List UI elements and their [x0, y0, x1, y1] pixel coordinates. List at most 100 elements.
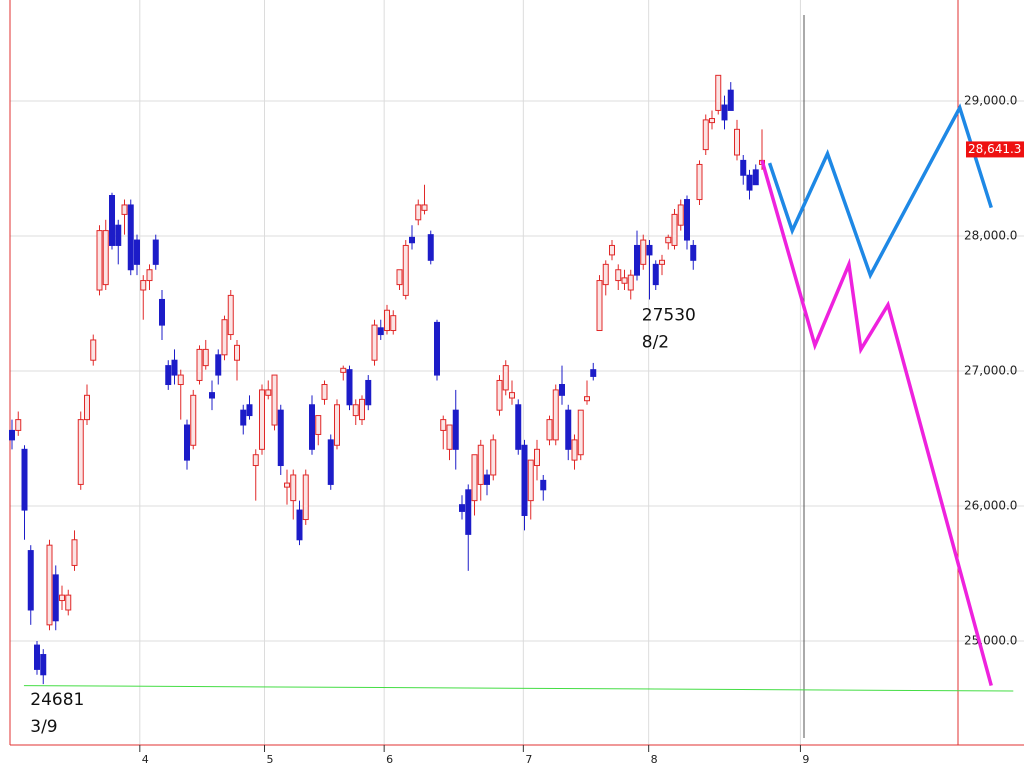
candle-body: [571, 439, 578, 461]
candle-body: [165, 365, 172, 386]
candle-body: [190, 394, 197, 446]
candle-body: [334, 404, 340, 446]
x-tick-label: 8: [651, 753, 658, 766]
candle-body: [502, 365, 509, 391]
candle-body: [346, 369, 353, 406]
candle-body: [290, 474, 297, 502]
candle-body: [221, 319, 228, 356]
annotation-date: 3/9: [30, 717, 57, 737]
candle-body: [509, 392, 515, 399]
candle-body: [146, 269, 153, 282]
candle-body: [690, 244, 697, 261]
candle-body: [34, 644, 40, 670]
candle-body: [227, 294, 234, 336]
candle-body: [465, 489, 472, 535]
candle-body: [421, 204, 428, 211]
series-line: [767, 103, 993, 280]
candle-body: [121, 204, 128, 215]
candle-body: [96, 230, 103, 291]
x-tick-label: 4: [142, 753, 149, 766]
candle-body: [59, 594, 65, 602]
x-tick-label: 6: [386, 753, 393, 766]
candle-body: [684, 199, 690, 241]
candle-body: [752, 169, 759, 186]
candle-body: [627, 274, 634, 291]
candle-body: [140, 280, 147, 291]
candle-body: [709, 118, 715, 124]
candle-body: [459, 504, 465, 512]
candle-body: [427, 234, 434, 261]
candle-body: [371, 324, 378, 361]
candle-body: [527, 459, 534, 502]
candle-body: [402, 244, 409, 296]
candle-body: [715, 74, 722, 111]
candle-body: [434, 321, 440, 376]
last-price-label: 28,641.3: [968, 142, 1021, 156]
y-tick-label: 27,000.0: [964, 364, 1017, 378]
candle-body: [196, 348, 203, 381]
candle-body: [9, 429, 15, 441]
candle-body: [746, 174, 753, 191]
candle-body: [521, 444, 528, 516]
candle-body: [171, 359, 178, 376]
candle-body: [77, 419, 84, 485]
candle-body: [15, 419, 22, 431]
candle-body: [252, 454, 259, 467]
candle-body: [415, 204, 422, 221]
candle-body: [152, 239, 159, 265]
annotation-value: 27530: [642, 305, 696, 325]
candle-body: [177, 374, 184, 386]
candle-body: [234, 344, 240, 361]
candle-body: [71, 539, 78, 566]
candle-body: [584, 396, 590, 402]
candle-body: [702, 119, 709, 151]
candle-body: [590, 369, 597, 377]
candle-body: [552, 389, 559, 441]
candle-body: [384, 309, 390, 332]
candle-body: [277, 409, 284, 467]
candle-body: [396, 269, 403, 286]
candle-body: [215, 354, 222, 376]
candle-body: [240, 409, 247, 426]
candle-body: [496, 379, 503, 411]
candle-body: [65, 594, 72, 611]
candle-body: [309, 404, 315, 450]
candle-body: [659, 259, 665, 265]
candle-body: [209, 392, 215, 399]
candle-body: [621, 277, 628, 284]
candle-body: [284, 482, 290, 488]
candle-body: [446, 424, 453, 450]
candle-body: [602, 263, 609, 286]
candle-body: [265, 389, 272, 396]
candle-body: [352, 404, 359, 417]
candle-body: [359, 398, 365, 421]
candle-body: [327, 439, 334, 485]
candle-body: [90, 339, 97, 361]
candle-body: [652, 263, 659, 286]
candle-body: [546, 419, 553, 441]
candle-body: [365, 379, 372, 406]
series-line: [23, 685, 1014, 692]
candle-body: [640, 239, 647, 265]
candle-body: [127, 204, 134, 271]
candle-body: [321, 384, 328, 400]
candle-body: [696, 163, 703, 201]
candle-body: [377, 327, 384, 336]
candle-body: [184, 424, 190, 461]
x-tick-label: 9: [802, 753, 809, 766]
candle-body: [727, 89, 734, 111]
candle-body: [596, 280, 603, 332]
candle-body: [40, 654, 47, 676]
candle-body: [315, 415, 322, 435]
last-price-box: [966, 141, 1024, 158]
candle-body: [577, 409, 584, 456]
candle-body: [646, 244, 653, 256]
y-tick-label: 26,000.0: [964, 499, 1017, 513]
candle-body: [390, 315, 397, 332]
candle-body: [134, 239, 140, 265]
annotation-value: 24681: [30, 690, 84, 710]
candle-body: [296, 509, 303, 541]
candle-body: [534, 448, 540, 467]
y-tick-label: 28,000.0: [964, 229, 1017, 243]
